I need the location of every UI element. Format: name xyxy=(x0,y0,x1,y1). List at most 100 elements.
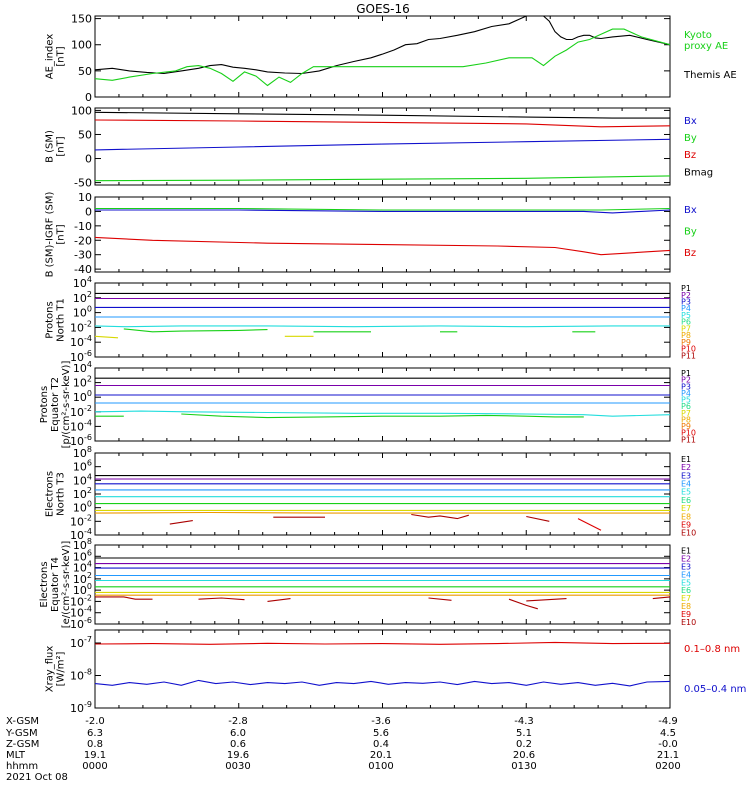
series-line xyxy=(526,515,550,522)
legend-label: P5 xyxy=(681,311,691,320)
orbit-value: 19.1 xyxy=(84,750,106,761)
orbit-row-label: Z-GSM xyxy=(6,739,39,750)
panel-frame xyxy=(94,282,671,358)
legend-label: P9 xyxy=(681,338,691,347)
orbit-value: 0100 xyxy=(368,761,393,772)
panel-bfield: -50 0 50 100 B (SM) [nT] Bx By Bz Bmag xyxy=(45,104,714,189)
panel-xray: 10-9 10-8 10-7 Xray_flux [W/m²] 0.1–0.8 nm 0.0… xyxy=(45,629,746,715)
series-line xyxy=(94,138,671,151)
legend-label: Bx xyxy=(684,205,697,216)
y-axis-label: AE_index xyxy=(45,34,56,80)
orbit-row-label: X-GSM xyxy=(6,716,39,727)
legend-label: Bmag xyxy=(684,167,713,178)
y-tick-label: 10-2 xyxy=(70,319,92,334)
y-axis-label: [nT] xyxy=(56,136,67,156)
y-tick-label: 10-4 xyxy=(70,334,92,349)
series-line xyxy=(428,597,452,601)
series-line xyxy=(94,335,119,339)
legend-label: P11 xyxy=(681,351,696,360)
series-line xyxy=(94,641,671,645)
y-tick-label: 0 xyxy=(85,205,92,218)
legend-label: By xyxy=(684,133,697,144)
series-line xyxy=(94,511,670,514)
legend-label: E2 xyxy=(681,463,691,472)
y-tick-label: -50 xyxy=(74,177,92,190)
legend-label: P8 xyxy=(681,415,691,424)
legend-label: 0.05–0.4 nm xyxy=(684,684,746,695)
panel-frame xyxy=(94,15,671,98)
orbit-value: 0.2 xyxy=(516,739,532,750)
panel-frame xyxy=(94,629,671,709)
series-line xyxy=(198,597,245,601)
y-tick-label: 104 xyxy=(73,360,92,375)
panel-frame xyxy=(94,544,671,625)
legend-label: Bz xyxy=(684,150,696,161)
orbit-value: 4.5 xyxy=(660,728,676,739)
y-tick-label: 150 xyxy=(71,13,92,26)
series-line xyxy=(95,596,153,600)
y-tick-label: -10 xyxy=(74,220,92,233)
y-axis-label: Protons xyxy=(39,386,50,423)
legend-label: E8 xyxy=(681,512,691,521)
legend-label: P10 xyxy=(681,345,696,354)
y-tick-label: 10-2 xyxy=(70,404,92,419)
series-line xyxy=(94,119,671,128)
orbit-axis-footer: X-GSM -2.0 -2.8 -3.6 -4.3 -4.9 Y-GSM 6.3 6.0 5.6 5… xyxy=(5,716,681,783)
series-line xyxy=(94,15,671,75)
legend-label: P4 xyxy=(681,304,691,313)
legend-label: E7 xyxy=(681,594,691,603)
orbit-value: 0.4 xyxy=(373,739,389,750)
orbit-value: 0000 xyxy=(82,761,107,772)
series-line xyxy=(95,207,671,211)
legend-label: E3 xyxy=(681,471,691,480)
y-axis-label: B (SM) xyxy=(45,130,56,163)
series-line xyxy=(94,28,671,87)
y-tick-label: -40 xyxy=(74,263,92,276)
legend-label: E6 xyxy=(681,496,691,505)
series-line xyxy=(123,328,268,333)
y-tick-label: 102 xyxy=(73,375,92,390)
legend-label: P7 xyxy=(681,324,691,333)
date-label: 2021 Oct 08 xyxy=(6,772,68,783)
orbit-value: 0.8 xyxy=(87,739,103,750)
legend-label: E3 xyxy=(681,563,691,572)
legend-label: P6 xyxy=(681,318,691,327)
legend-label: proxy AE xyxy=(684,41,728,52)
y-tick-label: 50 xyxy=(78,128,92,141)
series-line xyxy=(508,598,538,610)
legend-label: P3 xyxy=(681,382,691,391)
y-axis-label: [nT] xyxy=(56,224,67,244)
y-tick-label: 10-8 xyxy=(70,668,92,683)
y-tick-label: 10-4 xyxy=(70,418,92,433)
y-tick-label: 104 xyxy=(73,275,92,290)
y-axis-label: North T1 xyxy=(56,298,67,342)
orbit-row-label: MLT xyxy=(6,750,26,761)
panel-frame xyxy=(94,367,671,442)
series-line xyxy=(577,518,602,531)
legend-label: E9 xyxy=(681,521,691,530)
legend-label: E1 xyxy=(681,455,691,464)
legend-label: P7 xyxy=(681,409,691,418)
series-line xyxy=(94,410,671,417)
legend-label: E2 xyxy=(681,555,691,564)
orbit-value: 19.6 xyxy=(227,750,249,761)
y-axis-label: [nT] xyxy=(56,46,67,66)
panel-frame xyxy=(94,107,671,186)
legend-label: E10 xyxy=(681,618,696,627)
legend-label: P11 xyxy=(681,435,696,444)
orbit-value: 0130 xyxy=(511,761,536,772)
legend-label: P1 xyxy=(681,284,691,293)
plot-title: GOES-16 xyxy=(356,2,410,16)
legend-label: P4 xyxy=(681,389,691,398)
y-tick-label: 0 xyxy=(85,153,92,166)
orbit-value: 0030 xyxy=(225,761,250,772)
orbit-value: 6.0 xyxy=(230,728,246,739)
orbit-value: -2.0 xyxy=(85,716,105,727)
